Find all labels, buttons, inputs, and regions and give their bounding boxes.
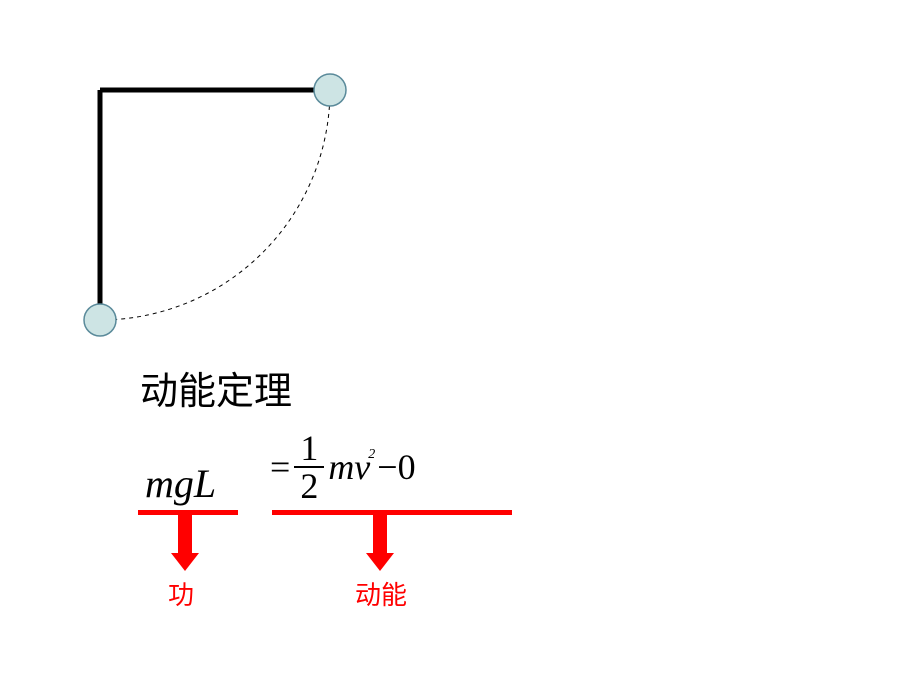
equals-sign: = <box>270 446 290 488</box>
minus-sign: − <box>377 446 397 488</box>
fraction-denominator: 2 <box>294 468 324 504</box>
equation-right: = 1 2 mv 2 − 0 <box>270 430 416 504</box>
arrow-left <box>165 515 205 575</box>
arrow-right <box>360 515 400 575</box>
theorem-title: 动能定理 <box>140 360 292 415</box>
zero-term: 0 <box>398 446 416 488</box>
ball-bottom <box>84 304 116 336</box>
exponent: 2 <box>368 447 375 463</box>
label-work: 功 <box>168 575 194 612</box>
fraction-half: 1 2 <box>294 430 324 504</box>
label-kinetic-energy: 动能 <box>355 575 407 612</box>
mv-term: mv <box>328 446 370 488</box>
equation-left: mgL <box>145 460 216 507</box>
ball-top <box>314 74 346 106</box>
pendulum-arc <box>100 90 330 320</box>
pendulum-diagram <box>0 0 920 690</box>
fraction-numerator: 1 <box>294 430 324 468</box>
